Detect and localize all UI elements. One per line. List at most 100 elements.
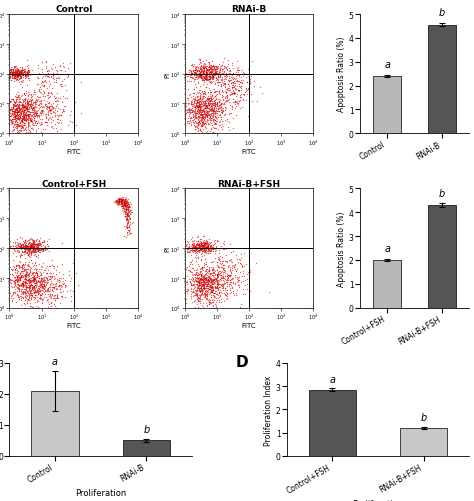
Point (187, 288, 195, 296)
Point (16, 243, 24, 251)
Point (211, 119, 219, 127)
Point (28, 118, 36, 126)
Point (213, 278, 221, 286)
Point (212, 120, 220, 128)
Point (18, 104, 26, 112)
Point (13, 121, 21, 129)
Point (204, 241, 212, 249)
Point (27, 104, 35, 112)
Point (201, 113, 209, 121)
Point (9, 69, 17, 77)
Point (232, 268, 240, 276)
Point (36, 234, 44, 242)
Point (29, 99, 37, 107)
Point (201, 255, 209, 263)
Point (188, 288, 196, 296)
Point (216, 105, 223, 113)
Point (200, 283, 207, 291)
Point (227, 286, 234, 294)
Point (210, 72, 218, 80)
Point (202, 239, 210, 247)
Point (119, 202, 127, 210)
Point (206, 65, 214, 73)
Point (18, 117, 25, 125)
Point (235, 284, 242, 292)
Point (113, 199, 120, 207)
Point (201, 65, 208, 73)
Point (186, 67, 193, 75)
Point (11, 289, 18, 297)
Point (14, 239, 21, 247)
Point (194, 101, 202, 109)
Point (208, 97, 215, 105)
Point (36, 240, 43, 248)
Point (198, 248, 206, 256)
Point (191, 65, 199, 73)
Point (228, 60, 236, 68)
Point (29, 241, 37, 249)
Point (197, 240, 205, 248)
Point (49, 71, 56, 79)
Point (7, 96, 14, 104)
Point (121, 206, 128, 214)
Point (197, 238, 205, 246)
Point (229, 125, 237, 133)
Point (7, 117, 15, 125)
Point (222, 71, 229, 79)
Point (200, 114, 208, 122)
Point (222, 287, 229, 295)
Point (217, 111, 224, 119)
Point (25, 261, 32, 269)
Point (25, 91, 32, 99)
Point (184, 101, 192, 109)
Point (58, 109, 65, 117)
Point (238, 262, 246, 270)
Point (30, 87, 38, 95)
Point (33, 274, 41, 282)
Point (124, 201, 131, 209)
Point (12, 276, 19, 284)
Point (125, 223, 133, 231)
Point (206, 245, 214, 253)
Point (187, 115, 194, 123)
Point (16, 262, 23, 270)
Point (19, 245, 27, 253)
Point (227, 282, 235, 290)
Point (7, 117, 15, 125)
Point (21, 290, 28, 298)
Point (26, 72, 34, 80)
Point (220, 78, 228, 86)
Point (57, 275, 65, 283)
Point (206, 66, 214, 74)
Point (212, 276, 220, 284)
Point (28, 244, 36, 252)
Point (9, 104, 17, 112)
Point (196, 66, 203, 74)
Point (201, 244, 208, 253)
Point (18, 244, 26, 253)
Point (10, 126, 18, 134)
Point (213, 101, 220, 109)
Point (22, 242, 30, 250)
Point (27, 249, 35, 258)
Point (203, 292, 211, 300)
Point (202, 111, 210, 119)
Point (202, 97, 210, 105)
Point (9, 249, 17, 257)
Point (212, 88, 220, 96)
Point (203, 95, 211, 103)
Point (55, 115, 62, 123)
Point (36, 272, 43, 280)
Point (193, 275, 201, 283)
Point (194, 109, 201, 117)
Point (201, 90, 208, 98)
Point (9, 96, 16, 104)
Point (30, 284, 37, 292)
Point (211, 102, 219, 110)
Point (183, 264, 191, 272)
Point (193, 243, 201, 252)
Point (23, 243, 31, 251)
Point (23, 71, 31, 79)
Point (198, 279, 206, 287)
Point (19, 102, 27, 110)
